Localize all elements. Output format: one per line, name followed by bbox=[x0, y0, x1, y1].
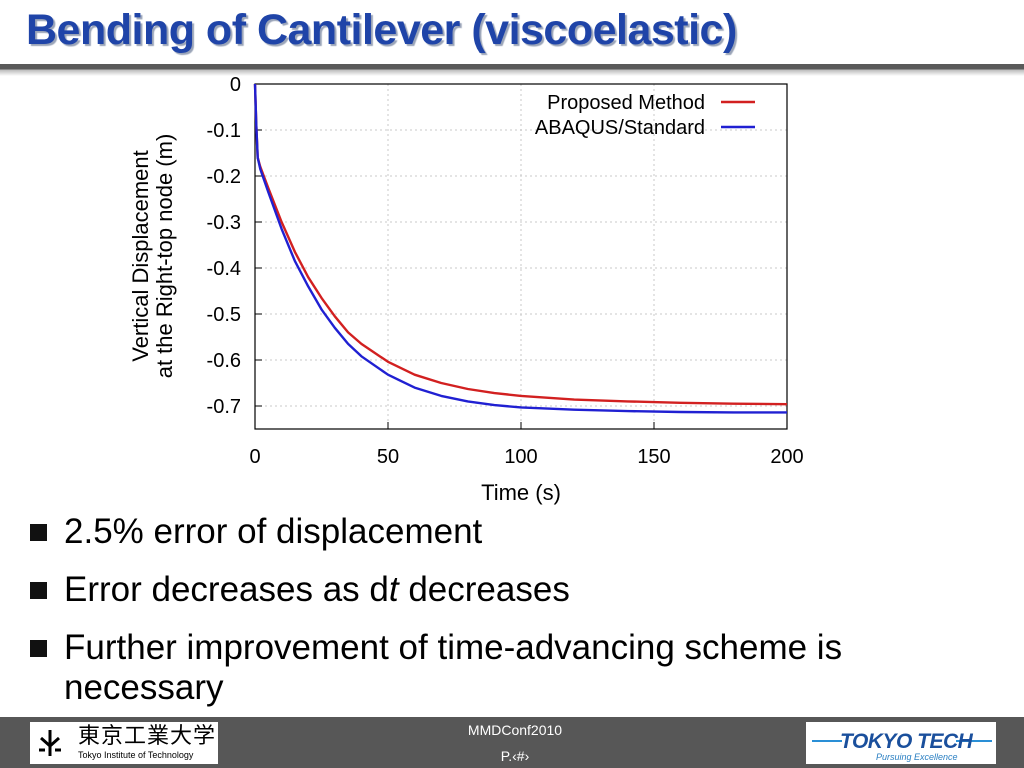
conference-name: MMDConf2010 bbox=[467, 722, 563, 738]
bullet-item: 2.5% error of displacement bbox=[26, 512, 1006, 552]
logo-swoosh-left bbox=[812, 740, 842, 742]
bullet-text-part: Error decreases as d bbox=[64, 570, 389, 609]
y-axis-label-line1: Vertical Displacement bbox=[128, 150, 153, 362]
axis-ticks: 0 -0.1 -0.2 -0.3 -0.4 -0.5 -0.6 -0.7 0 50 100 150 20… bbox=[207, 74, 804, 468]
bullet-item: Error decreases as dt decreases bbox=[26, 570, 1006, 610]
x-tick-label: 50 bbox=[377, 446, 399, 468]
legend-label: ABAQUS/Standard bbox=[535, 117, 705, 139]
bullet-square-icon bbox=[30, 524, 47, 541]
tokyo-tech-logo: TOKYO TECH Pursuing Excellence bbox=[806, 722, 996, 764]
series-line-abaqus-standard bbox=[253, 83, 787, 414]
logo-tokyo-tech-text: TOKYO TECH bbox=[840, 730, 973, 753]
page-number: P.‹#› bbox=[500, 748, 530, 764]
y-tick-label: -0.5 bbox=[207, 304, 241, 326]
logo-english: Tokyo Institute of Technology bbox=[78, 750, 194, 760]
y-tick-label: -0.4 bbox=[207, 258, 241, 280]
tokyo-tech-emblem-icon bbox=[30, 722, 70, 764]
y-tick-label: -0.7 bbox=[207, 396, 241, 418]
x-tick-label: 100 bbox=[504, 446, 537, 468]
x-tick-label: 150 bbox=[637, 446, 670, 468]
bullet-text: Further improvement of time-advancing sc… bbox=[64, 628, 843, 707]
bullet-text-italic: t bbox=[388, 570, 399, 609]
bullet-list: 2.5% error of displacement Error decreas… bbox=[26, 512, 1006, 726]
logo-swoosh-right bbox=[956, 740, 992, 742]
title-divider bbox=[0, 64, 1024, 76]
x-tick-label: 0 bbox=[249, 446, 260, 468]
y-tick-label: -0.3 bbox=[207, 212, 241, 234]
bullet-text: 2.5% error of displacement bbox=[64, 512, 483, 551]
chart-grid bbox=[255, 84, 787, 429]
chart-series bbox=[253, 83, 788, 414]
y-tick-label: -0.1 bbox=[207, 120, 241, 142]
tokyo-institute-logo: 東京工業大学 Tokyo Institute of Technology bbox=[30, 722, 218, 764]
y-tick-label: 0 bbox=[230, 74, 241, 96]
bullet-text-part: decreases bbox=[398, 570, 570, 609]
x-tick-label: 200 bbox=[770, 446, 803, 468]
x-axis-label: Time (s) bbox=[481, 480, 561, 505]
y-axis-label-line2: at the Right-top node (m) bbox=[152, 134, 177, 379]
logo-kanji: 東京工業大学 bbox=[78, 724, 217, 749]
legend-label: Proposed Method bbox=[547, 92, 705, 114]
displacement-chart: 0 -0.1 -0.2 -0.3 -0.4 -0.5 -0.6 -0.7 0 50 100 150 20… bbox=[128, 74, 804, 505]
slide-title: Bending of Cantilever (viscoelastic) bbox=[26, 6, 737, 54]
bullet-square-icon bbox=[30, 582, 47, 599]
logo-tagline: Pursuing Excellence bbox=[876, 752, 958, 762]
y-tick-label: -0.6 bbox=[207, 350, 241, 372]
chart-legend: Proposed Method ABAQUS/Standard bbox=[535, 92, 755, 139]
bullet-square-icon bbox=[30, 640, 47, 657]
y-tick-label: -0.2 bbox=[207, 166, 241, 188]
bullet-item: Further improvement of time-advancing sc… bbox=[26, 628, 1006, 708]
